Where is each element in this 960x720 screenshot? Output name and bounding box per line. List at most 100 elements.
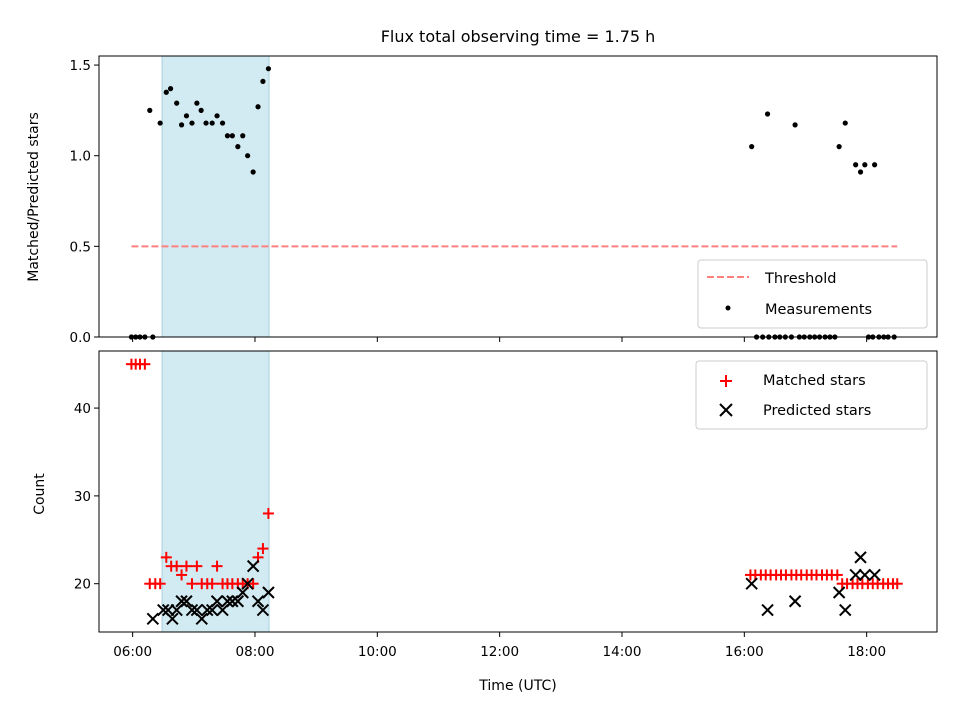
- matched-stars-point: [176, 569, 188, 581]
- measurement-point: [842, 120, 848, 126]
- predicted-stars-point: [832, 586, 846, 599]
- legend-matched-swatch: [720, 375, 732, 387]
- measurement-point: [229, 133, 235, 139]
- measurement-point: [265, 66, 272, 72]
- measurement-point: [240, 133, 246, 139]
- measurement-point: [862, 162, 868, 168]
- matched-stars-point: [831, 569, 843, 581]
- predicted-stars-point: [868, 568, 881, 582]
- matched-stars-point: [154, 578, 166, 590]
- matched-stars-point: [171, 560, 183, 572]
- measurement-point: [250, 169, 256, 175]
- legend-predicted-label: Predicted stars: [763, 403, 871, 419]
- measurement-point: [157, 120, 163, 126]
- bottom-plot-frame: [98, 350, 938, 633]
- top-ytick-label: 1.5: [70, 58, 91, 74]
- measurement-point: [198, 107, 204, 113]
- measurement-point: [792, 122, 798, 128]
- bottom-legend: Matched stars Predicted stars: [695, 360, 928, 430]
- predicted-stars-point: [221, 595, 234, 608]
- xtick-label: 12:00: [480, 644, 519, 660]
- predicted-stars-point: [195, 612, 208, 626]
- predicted-stars-point: [854, 551, 867, 564]
- bottom-legend-box: [695, 360, 928, 430]
- xtick-label: 10:00: [358, 644, 397, 660]
- measurement-point: [174, 100, 180, 106]
- top-ytick-label: 0.0: [70, 330, 91, 346]
- xtick-label: 06:00: [113, 644, 152, 660]
- matched-stars-point: [262, 507, 274, 519]
- matched-stars-point: [186, 578, 198, 590]
- matched-stars-point: [191, 560, 203, 572]
- measurement-point: [872, 162, 878, 168]
- predicted-stars-point: [175, 595, 188, 608]
- predicted-stars-point: [231, 595, 245, 608]
- predicted-stars-point: [210, 595, 224, 608]
- measurement-point: [163, 89, 169, 95]
- measurement-point: [214, 113, 220, 119]
- predicted-stars-point: [849, 568, 862, 582]
- measurement-point: [189, 120, 195, 126]
- legend-matched-label: Matched stars: [763, 373, 866, 389]
- top-ytick-label: 0.5: [70, 239, 91, 255]
- xtick-label: 14:00: [603, 644, 642, 660]
- bot-ytick-label: 40: [74, 401, 91, 417]
- top-legend-box: [697, 259, 928, 329]
- predicted-stars-point: [256, 603, 270, 617]
- predicted-stars-point: [180, 595, 193, 608]
- top-observing-span: [161, 55, 270, 338]
- legend-measurements-label: Measurements: [765, 302, 872, 318]
- top-ytick-label: 1.0: [70, 149, 91, 165]
- predicted-stars-point: [241, 577, 254, 590]
- predicted-stars-point: [262, 586, 275, 599]
- predicted-stars-point: [251, 595, 265, 608]
- matched-stars-point: [247, 578, 259, 590]
- measurement-point: [857, 169, 864, 175]
- measurement-point: [764, 111, 771, 117]
- predicted-stars-point: [839, 603, 852, 617]
- measurement-point: [219, 120, 226, 126]
- bot-observing-span: [161, 350, 270, 633]
- bottom-y-axis-label: Count: [32, 473, 48, 515]
- matched-stars-point: [180, 560, 192, 572]
- matched-stars-point: [211, 560, 223, 572]
- matched-stars-point: [257, 543, 269, 555]
- bot-ytick-label: 20: [74, 577, 91, 593]
- top-panel: 0.0 0.5 1.0 1.5 Matched/Predicted stars Thr…: [26, 55, 938, 346]
- measurement-point: [167, 86, 174, 92]
- measurement-point: [255, 104, 261, 110]
- predicted-stars-point: [858, 568, 872, 582]
- bottom-panel: 20 30 40 06:00 08:00 10:00 12:00 14:00 16:00 18:…: [32, 350, 938, 694]
- xtick-label: 16:00: [725, 644, 764, 660]
- predicted-stars-point: [170, 603, 183, 617]
- x-axis-label: Time (UTC): [478, 678, 556, 694]
- measurement-point: [178, 122, 185, 128]
- measurement-point: [147, 107, 153, 113]
- predicted-stars-point: [185, 603, 199, 617]
- measurement-point: [224, 133, 231, 139]
- measurement-point: [235, 144, 241, 150]
- predicted-stars-point: [246, 559, 260, 573]
- predicted-stars-point: [146, 612, 160, 626]
- top-legend: Threshold Measurements: [697, 259, 928, 329]
- legend-measurements-swatch: [725, 305, 731, 311]
- top-plot-frame: [98, 55, 938, 338]
- matched-stars-point: [160, 551, 172, 563]
- predicted-stars-point: [166, 612, 179, 626]
- predicted-stars-point: [236, 586, 249, 599]
- predicted-stars-point: [190, 603, 204, 617]
- chart-title: Flux total observing time = 1.75 h: [381, 27, 656, 46]
- measurement-point: [853, 162, 859, 168]
- legend-threshold-label: Threshold: [764, 271, 836, 287]
- measurement-point: [260, 78, 266, 84]
- predicted-stars-point: [216, 603, 229, 617]
- top-y-axis-label: Matched/Predicted stars: [26, 112, 42, 282]
- measurement-point: [203, 120, 209, 126]
- matched-stars-point: [891, 578, 903, 590]
- measurement-point: [749, 144, 755, 150]
- measurement-point: [194, 100, 200, 106]
- matched-stars-point: [206, 578, 218, 590]
- matched-stars-point: [139, 358, 151, 370]
- xtick-label: 08:00: [236, 644, 275, 660]
